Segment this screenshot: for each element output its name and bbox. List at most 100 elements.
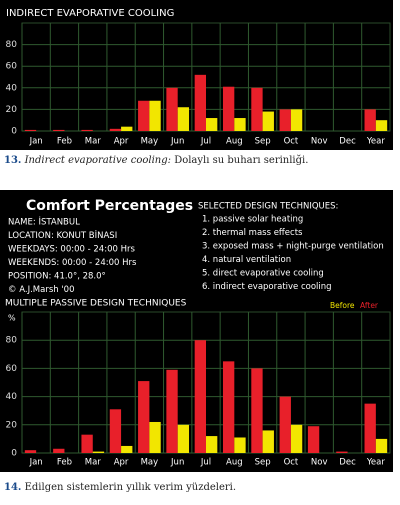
chart-title: INDIRECT EVAPORATIVE COOLING xyxy=(6,8,174,19)
bar xyxy=(262,111,274,131)
caption-emphasis: Indirect evaporative cooling: xyxy=(24,155,171,166)
bar xyxy=(81,434,93,453)
x-tick-label: Jun xyxy=(170,458,184,468)
x-tick-label: Mar xyxy=(85,137,102,147)
bar xyxy=(166,87,178,131)
bar xyxy=(364,109,376,131)
bar xyxy=(177,424,190,453)
bar xyxy=(53,448,65,453)
x-tick-label: Apr xyxy=(114,137,129,147)
bar xyxy=(149,100,161,131)
panel-line: WEEKENDS: 00:00 - 24:00 Hrs xyxy=(8,258,137,268)
bar xyxy=(53,129,65,131)
caption-text: Edilgen sistemlerin yıllık verim yüzdele… xyxy=(24,482,237,493)
bar xyxy=(251,368,263,453)
x-tick-label: May xyxy=(141,458,159,468)
legend-entry: Before xyxy=(330,301,355,310)
bar xyxy=(279,109,291,131)
bar xyxy=(206,436,218,453)
caption-number: 13. xyxy=(4,155,22,166)
bar xyxy=(109,128,122,131)
bar xyxy=(307,426,320,453)
bar xyxy=(149,421,161,453)
panel-line: © A.J.Marsh '00 xyxy=(8,285,75,295)
bar xyxy=(166,369,178,453)
panel-line: LOCATION: KONUT BİNASI xyxy=(8,230,117,241)
x-tick-label: Mar xyxy=(85,458,102,468)
x-tick-label: Year xyxy=(366,458,386,468)
technique: 4. natural ventilation xyxy=(202,255,291,265)
legend-entry: After xyxy=(360,301,379,310)
x-tick-label: Sep xyxy=(255,458,271,468)
x-tick-label: Apr xyxy=(114,458,129,468)
bar xyxy=(262,430,274,453)
y-tick-label: 80 xyxy=(6,336,18,346)
bar xyxy=(375,438,388,453)
bar xyxy=(290,109,303,131)
caption-text: Dolaylı su buharı serinliği. xyxy=(174,155,309,166)
bar xyxy=(121,126,133,131)
x-tick-label: Oct xyxy=(284,458,299,468)
x-tick-label: Jul xyxy=(200,137,211,147)
technique: 1. passive solar heating xyxy=(202,215,303,225)
x-tick-label: Aug xyxy=(226,458,243,468)
x-tick-label: Dec xyxy=(339,137,356,147)
y-tick-label: 40 xyxy=(6,83,18,93)
panel-line: WEEKDAYS: 00:00 - 24:00 Hrs xyxy=(8,245,135,255)
bar xyxy=(251,87,263,131)
panel-line: POSITION: 41.0°, 28.0° xyxy=(8,272,106,282)
y-tick-label: 60 xyxy=(6,62,18,72)
y-tick-label: 0 xyxy=(11,127,17,137)
chart-title: MULTIPLE PASSIVE DESIGN TECHNIQUES xyxy=(5,299,187,309)
panel-title: Comfort Percentages xyxy=(26,198,193,214)
bar xyxy=(177,107,190,131)
x-tick-label: Jan xyxy=(29,137,43,147)
x-tick-label: Jul xyxy=(200,458,211,468)
bar xyxy=(336,451,348,453)
x-tick-label: Sep xyxy=(255,137,271,147)
bar xyxy=(194,74,206,131)
x-tick-label: Dec xyxy=(339,458,356,468)
caption: 13. Indirect evaporative cooling: Dolayl… xyxy=(4,155,308,166)
x-tick-label: Nov xyxy=(311,137,328,147)
caption: 14. Edilgen sistemlerin yıllık verim yüz… xyxy=(4,482,236,493)
bar xyxy=(364,403,376,453)
technique: 6. indirect evaporative cooling xyxy=(202,282,332,292)
x-tick-label: Jun xyxy=(170,137,184,147)
y-tick-label: 80 xyxy=(6,40,18,50)
x-tick-label: May xyxy=(141,137,159,147)
panel-line: NAME: İSTANBUL xyxy=(8,217,80,228)
bar xyxy=(375,120,388,131)
bar xyxy=(109,409,122,453)
bar xyxy=(222,361,235,453)
x-tick-label: Aug xyxy=(226,137,243,147)
x-tick-label: Feb xyxy=(57,137,72,147)
y-tick-label: 60 xyxy=(6,364,18,374)
y-tick-label: 0 xyxy=(11,449,17,459)
bar xyxy=(206,118,218,131)
bar xyxy=(222,86,235,131)
bar xyxy=(234,118,246,131)
y-tick-label: 20 xyxy=(6,105,18,115)
x-tick-label: Oct xyxy=(284,137,299,147)
x-tick-label: Year xyxy=(366,137,386,147)
y-axis-label: % xyxy=(8,314,16,323)
technique: 2. thermal mass effects xyxy=(202,228,303,238)
technique: 3. exposed mass + night-purge ventilatio… xyxy=(202,242,384,252)
bar xyxy=(138,100,150,131)
bar xyxy=(279,396,291,453)
x-tick-label: Jan xyxy=(29,458,43,468)
bar xyxy=(24,450,37,453)
x-tick-label: Nov xyxy=(311,458,328,468)
caption-number: 14. xyxy=(4,482,22,493)
bar xyxy=(92,451,105,453)
techniques-title: SELECTED DESIGN TECHNIQUES: xyxy=(198,202,338,212)
bar xyxy=(290,424,303,453)
bar xyxy=(234,437,246,453)
technique: 5. direct evaporative cooling xyxy=(202,269,324,279)
y-tick-label: 40 xyxy=(6,392,18,402)
x-tick-label: Feb xyxy=(57,458,72,468)
bar xyxy=(138,381,150,453)
